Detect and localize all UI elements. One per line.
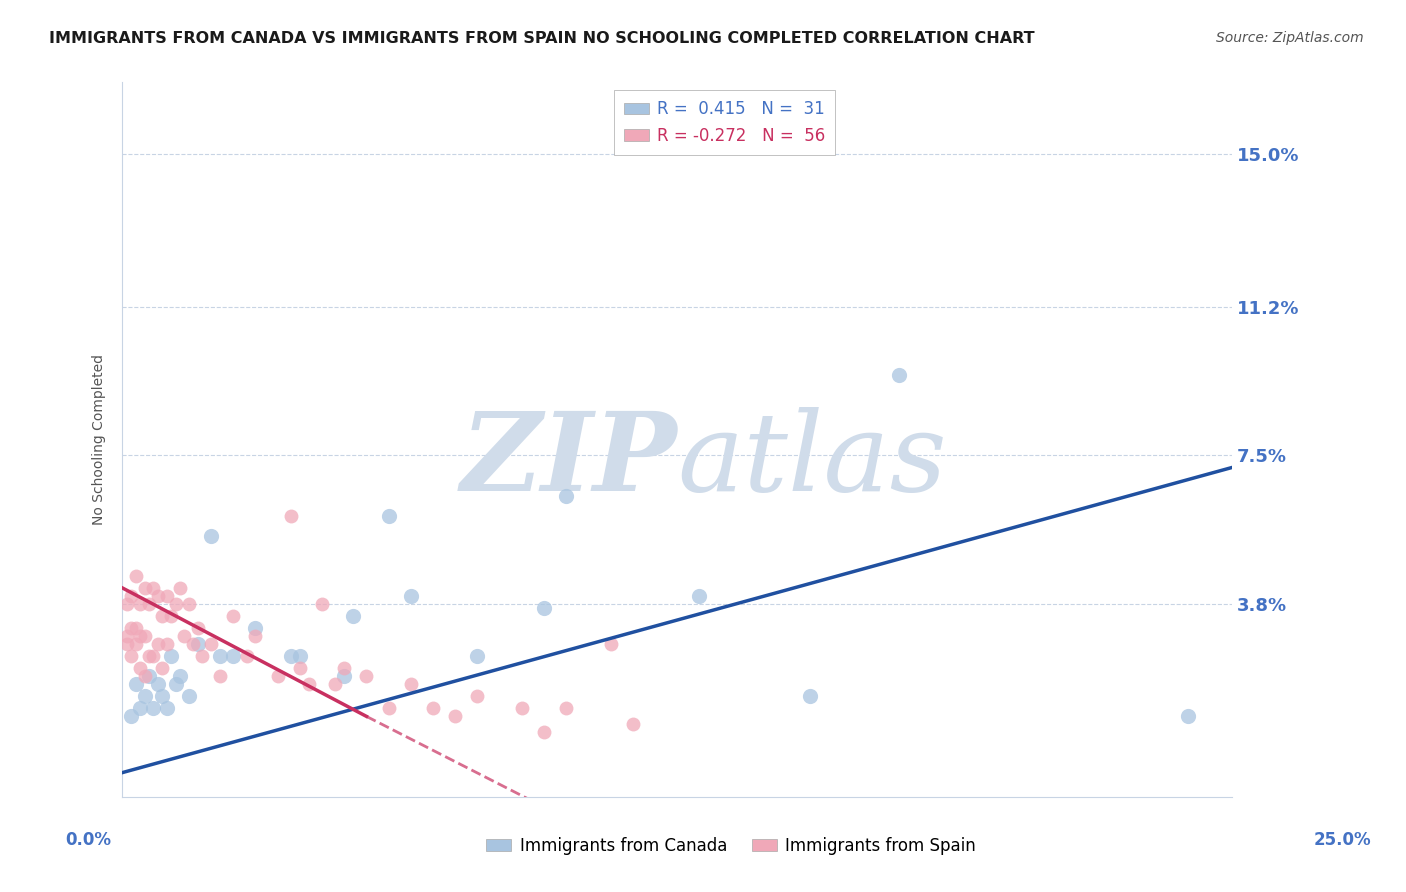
Point [200,529,222,543]
Point [288,649,311,664]
Point [129,597,152,611]
Point [129,701,152,715]
Point [150,609,173,624]
Point [138,597,160,611]
Point [124,569,146,583]
Point [177,597,200,611]
Point [245,621,267,635]
Point [245,629,267,643]
Point [298,677,321,691]
Point [156,701,179,715]
Point [146,677,169,691]
Point [120,589,142,603]
Point [510,701,533,715]
Point [142,649,165,664]
Point [235,649,257,664]
Point [208,649,231,664]
Point [138,649,160,664]
Point [377,508,399,523]
Legend: R =  0.415   N =  31, R = -0.272   N =  56: R = 0.415 N = 31, R = -0.272 N = 56 [614,90,835,154]
Point [115,597,138,611]
Point [124,621,146,635]
Point [150,690,173,704]
Text: IMMIGRANTS FROM CANADA VS IMMIGRANTS FROM SPAIN NO SCHOOLING COMPLETED CORRELATI: IMMIGRANTS FROM CANADA VS IMMIGRANTS FRO… [49,31,1035,46]
Point [377,701,399,715]
Point [399,589,422,603]
Point [555,701,578,715]
Point [150,661,173,675]
Point [142,701,165,715]
Point [187,621,209,635]
Point [342,609,364,624]
Point [124,677,146,691]
Point [280,508,302,523]
Point [169,669,191,683]
Point [187,637,209,651]
Point [138,669,160,683]
Point [120,649,142,664]
Point [599,637,621,651]
Point [129,661,152,675]
Point [134,669,156,683]
Point [200,637,222,651]
Point [422,701,444,715]
Point [333,661,356,675]
Point [399,677,422,691]
Point [177,690,200,704]
Point [467,690,489,704]
Point [169,581,191,595]
Point [799,690,821,704]
Point [146,637,169,651]
Point [115,637,138,651]
Point [208,669,231,683]
Point [134,629,156,643]
Point [115,629,138,643]
Point [533,725,555,739]
Point [120,709,142,723]
Point [120,621,142,635]
Point [173,629,195,643]
Point [311,597,333,611]
Point [129,629,152,643]
Point [160,609,183,624]
Point [688,589,710,603]
Point [156,637,179,651]
Point [134,690,156,704]
Point [156,589,179,603]
Point [160,649,183,664]
Y-axis label: No Schooling Completed: No Schooling Completed [93,354,107,524]
Point [134,581,156,595]
Point [288,661,311,675]
Legend: Immigrants from Canada, Immigrants from Spain: Immigrants from Canada, Immigrants from … [479,830,983,862]
Point [280,649,302,664]
Point [325,677,347,691]
Point [222,609,245,624]
Point [467,649,489,664]
Text: Source: ZipAtlas.com: Source: ZipAtlas.com [1216,31,1364,45]
Point [191,649,214,664]
Point [444,709,467,723]
Text: atlas: atlas [678,407,946,515]
Point [222,649,245,664]
Point [333,669,356,683]
Text: 25.0%: 25.0% [1315,831,1371,849]
Point [165,597,187,611]
Point [146,589,169,603]
Point [356,669,378,683]
Point [183,637,205,651]
Text: ZIP: ZIP [461,407,678,515]
Point [142,581,165,595]
Point [533,601,555,615]
Point [1177,709,1199,723]
Point [889,368,911,382]
Point [267,669,290,683]
Point [621,717,644,731]
Text: 0.0%: 0.0% [66,831,111,849]
Point [555,489,578,503]
Point [165,677,187,691]
Point [124,637,146,651]
